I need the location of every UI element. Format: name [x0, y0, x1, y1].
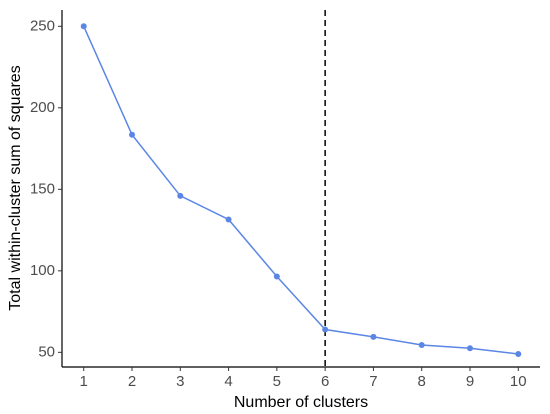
x-tick-label: 1 — [80, 373, 88, 390]
point — [322, 326, 329, 333]
point — [515, 350, 522, 357]
point — [129, 131, 136, 138]
point — [225, 216, 232, 223]
y-tick-label: 150 — [30, 180, 55, 197]
x-tick-label: 7 — [369, 373, 377, 390]
y-tick-label: 250 — [30, 17, 55, 34]
point — [466, 345, 473, 352]
point — [177, 192, 184, 199]
x-axis-title: Number of clusters — [234, 394, 368, 411]
x-tick-label: 8 — [418, 373, 426, 390]
x-tick-label: 3 — [176, 373, 184, 390]
point — [273, 273, 280, 280]
x-tick-label: 2 — [128, 373, 136, 390]
x-tick-label: 9 — [466, 373, 474, 390]
x-tick-label: 10 — [510, 373, 527, 390]
y-axis-title: Total within-cluster sum of squares — [7, 65, 24, 310]
x-tick-label: 5 — [273, 373, 281, 390]
point — [370, 333, 377, 340]
y-tick-label: 100 — [30, 262, 55, 279]
x-tick-label: 4 — [224, 373, 232, 390]
y-tick-label: 200 — [30, 99, 55, 116]
line — [83, 25, 519, 355]
point — [80, 23, 87, 30]
x-tick-label: 6 — [321, 373, 329, 390]
point — [418, 341, 425, 348]
y-tick-label: 50 — [38, 343, 55, 360]
